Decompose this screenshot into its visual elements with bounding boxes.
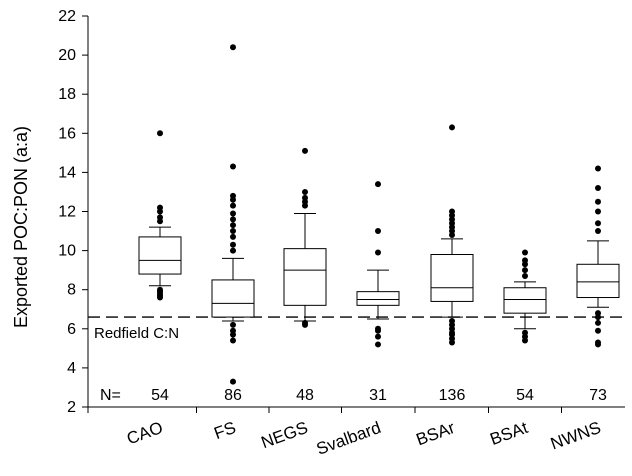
box-group-cao — [138, 130, 182, 301]
y-tick-label: 18 — [58, 86, 76, 103]
n-prefix-label: N= — [100, 387, 121, 404]
outlier-point — [230, 202, 236, 209]
outlier-point — [230, 228, 236, 235]
outlier-point — [449, 208, 455, 215]
outlier-point — [375, 341, 381, 348]
outlier-point — [449, 317, 455, 324]
box-iqr — [430, 254, 474, 302]
y-tick-label: 6 — [67, 321, 76, 338]
n-count-label: 31 — [369, 387, 387, 404]
boxes-layer — [138, 44, 620, 385]
redfield-label: Redfield C:N — [94, 325, 179, 342]
n-count-label: 48 — [296, 387, 314, 404]
y-tick-label: 8 — [67, 282, 76, 299]
labels-layer: N= 54 86 48 31 136 54 73 CAO FS NEGS Svalbard BSAr BS… — [100, 387, 607, 459]
box-group-negs — [283, 147, 327, 328]
outlier-point — [595, 339, 601, 346]
outlier-point — [157, 130, 163, 137]
outlier-point — [595, 208, 601, 215]
outlier-point — [375, 325, 381, 332]
y-tick-label: 4 — [67, 360, 76, 377]
outlier-point — [157, 214, 163, 221]
outlier-point — [595, 228, 601, 235]
outlier-point — [302, 188, 308, 195]
outlier-point — [595, 220, 601, 227]
outlier-point — [522, 249, 528, 256]
outlier-point — [595, 165, 601, 172]
outlier-point — [230, 210, 236, 217]
outlier-point — [230, 378, 236, 385]
outlier-point — [595, 185, 601, 192]
box-group-fs — [211, 44, 255, 385]
outlier-point — [595, 327, 601, 334]
outlier-point — [230, 233, 236, 240]
y-axis-title: Exported POC:PON (a:a) — [11, 126, 31, 328]
outlier-point — [157, 286, 163, 293]
x-category-label: NWNS — [548, 418, 603, 454]
box-group-svalbard — [356, 181, 400, 348]
n-count-label: 54 — [516, 387, 534, 404]
outlier-point — [230, 337, 236, 344]
x-category-label: BSAr — [414, 418, 458, 450]
outlier-point — [375, 249, 381, 256]
n-count-label: 136 — [439, 387, 466, 404]
reference-line-layer: Redfield C:N — [88, 316, 625, 342]
outlier-point — [522, 257, 528, 264]
outlier-point — [230, 222, 236, 229]
y-tick-label: 10 — [58, 243, 76, 260]
axes-layer: 2 4 6 8 10 12 14 16 18 20 22 — [58, 8, 625, 416]
x-category-label: BSAt — [487, 418, 530, 449]
outlier-point — [302, 147, 308, 154]
outlier-point — [375, 181, 381, 188]
box-group-bsat — [503, 249, 547, 344]
outlier-point — [302, 194, 308, 201]
box-group-bsar — [430, 124, 474, 346]
y-tick-label: 2 — [67, 399, 76, 416]
outlier-point — [230, 327, 236, 334]
n-count-label: 73 — [589, 387, 607, 404]
outlier-point — [230, 163, 236, 170]
outlier-point — [595, 310, 601, 317]
box-iqr — [503, 287, 547, 314]
outlier-point — [230, 216, 236, 223]
x-category-label: NEGS — [259, 418, 311, 452]
y-tick-label: 22 — [58, 8, 76, 25]
y-tick-label: 16 — [58, 125, 76, 142]
outlier-point — [302, 319, 308, 326]
y-tick-label: 12 — [58, 204, 76, 221]
box-iqr — [211, 279, 255, 318]
box-iqr — [138, 236, 182, 275]
y-tick-label: 14 — [58, 164, 76, 181]
box-group-nwns — [576, 165, 620, 348]
x-category-label: Svalbard — [314, 418, 384, 459]
outlier-point — [595, 319, 601, 326]
outlier-point — [522, 273, 528, 280]
outlier-point — [230, 44, 236, 51]
y-tick-label: 20 — [58, 47, 76, 64]
box-iqr — [576, 263, 620, 299]
outlier-point — [449, 124, 455, 131]
outlier-point — [230, 241, 236, 248]
n-count-label: 86 — [224, 387, 242, 404]
outlier-point — [230, 247, 236, 254]
outlier-point — [522, 267, 528, 274]
outlier-point — [595, 198, 601, 205]
outlier-point — [522, 329, 528, 336]
outlier-point — [157, 204, 163, 211]
x-category-label: FS — [211, 418, 238, 443]
outlier-point — [375, 228, 381, 235]
n-count-label: 54 — [151, 387, 169, 404]
outlier-point — [230, 192, 236, 199]
outlier-point — [230, 321, 236, 328]
outlier-point — [375, 333, 381, 340]
box-iqr — [356, 291, 400, 306]
x-category-label: CAO — [124, 418, 165, 448]
box-iqr — [283, 248, 327, 306]
